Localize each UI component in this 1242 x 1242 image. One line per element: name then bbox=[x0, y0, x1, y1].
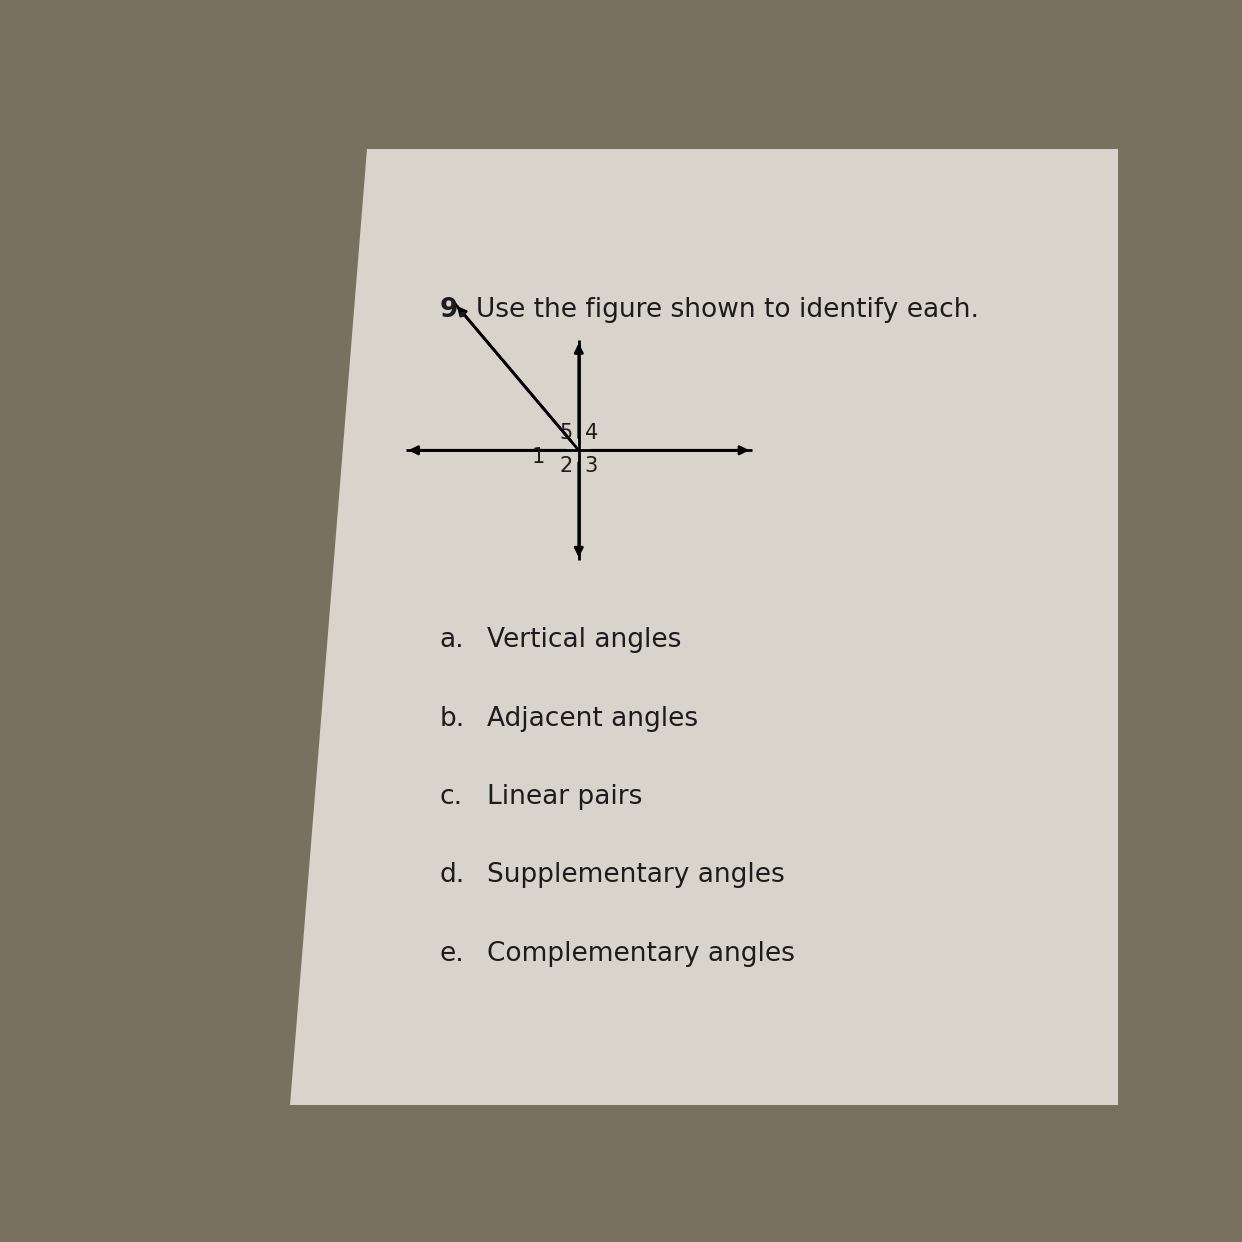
Text: Vertical angles: Vertical angles bbox=[487, 627, 682, 653]
Text: a.: a. bbox=[440, 627, 463, 653]
Polygon shape bbox=[291, 149, 1118, 1105]
Text: 1: 1 bbox=[532, 447, 545, 467]
Text: c.: c. bbox=[440, 784, 462, 810]
Text: 2: 2 bbox=[560, 456, 573, 476]
Text: Linear pairs: Linear pairs bbox=[487, 784, 642, 810]
Text: 9.: 9. bbox=[440, 297, 468, 323]
Text: 4: 4 bbox=[585, 424, 597, 443]
Text: Complementary angles: Complementary angles bbox=[487, 941, 795, 966]
Text: d.: d. bbox=[440, 862, 465, 888]
Text: Supplementary angles: Supplementary angles bbox=[487, 862, 785, 888]
Text: e.: e. bbox=[440, 941, 465, 966]
Text: Use the figure shown to identify each.: Use the figure shown to identify each. bbox=[476, 297, 979, 323]
Text: 3: 3 bbox=[585, 456, 597, 476]
Text: 5: 5 bbox=[560, 424, 573, 443]
Text: b.: b. bbox=[440, 705, 465, 732]
Text: Adjacent angles: Adjacent angles bbox=[487, 705, 698, 732]
